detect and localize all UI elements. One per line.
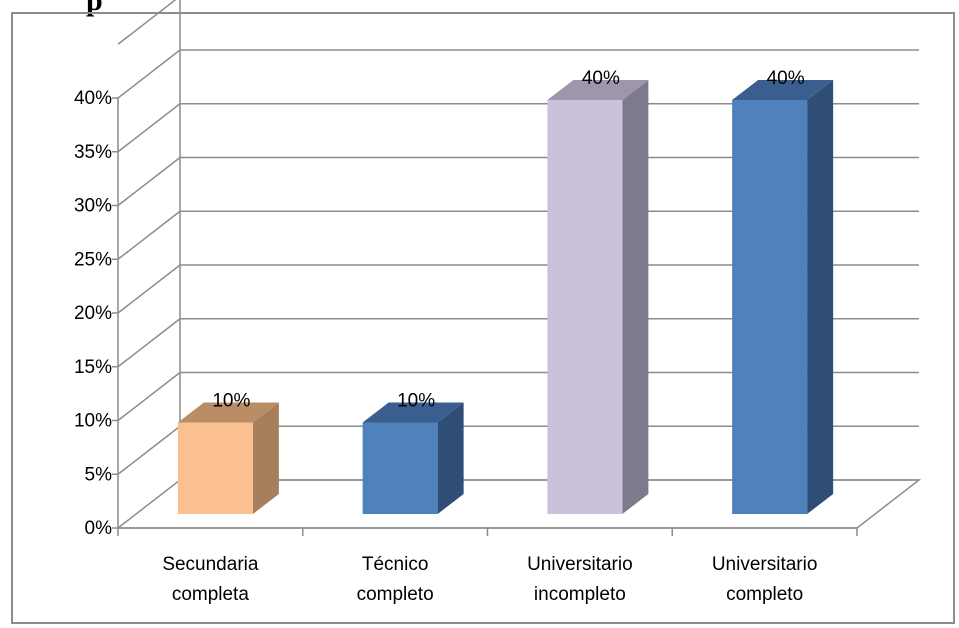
data-label: 10% (397, 391, 435, 412)
gridline-side (117, 425, 181, 475)
x-tick-label: completo (726, 584, 803, 605)
x-tick-label: incompleto (534, 584, 626, 605)
x-tick-label: Técnico (362, 554, 429, 575)
x-tick-label: Secundaria (162, 554, 259, 575)
y-tick-label: 5% (85, 464, 113, 485)
bar-front (177, 422, 253, 514)
bar (362, 402, 464, 514)
bar-side (437, 402, 464, 514)
y-tick-label: 25% (74, 249, 112, 270)
gridline-side (117, 49, 181, 99)
bar-top (547, 80, 649, 100)
y-tick-label: 40% (74, 88, 112, 109)
bar-side (622, 80, 649, 514)
y-tick-label: 0% (85, 518, 113, 539)
truncated-heading: p (86, 0, 103, 17)
axes (112, 0, 922, 536)
bar (732, 80, 834, 514)
bar-side (252, 402, 279, 514)
bar (177, 402, 279, 514)
data-label: 40% (767, 68, 805, 89)
bar-side (807, 80, 834, 514)
x-tick-label: Universitario (712, 554, 818, 575)
gridline-side (117, 264, 181, 314)
bar (547, 80, 649, 514)
gridline-side (117, 318, 181, 368)
chart-border (11, 12, 955, 624)
gridline-side (117, 210, 181, 260)
gridline-side (117, 156, 181, 207)
y-tick-label: 30% (74, 196, 112, 217)
y-tick-label: 10% (74, 411, 112, 432)
y-tick-label: 20% (74, 303, 112, 324)
bars (177, 80, 834, 514)
gridline-side (117, 371, 181, 422)
data-label: 40% (582, 68, 620, 89)
data-label: 10% (212, 391, 250, 412)
bar-front (547, 100, 623, 514)
labels: 0% 5% 10% 15% 20% 25% 30% 35% 40% 10% Secundaria co… (74, 68, 817, 605)
bar-top (177, 402, 279, 423)
bar-top (732, 80, 834, 100)
bar-front (362, 422, 438, 514)
bar-top (362, 402, 464, 423)
y-tick-label: 15% (74, 357, 112, 378)
y-tick-label: 35% (74, 142, 112, 163)
x-tick-label: completo (357, 584, 434, 605)
gridline-side (117, 0, 177, 45)
x-tick-label: Universitario (527, 554, 633, 575)
gridline-side (117, 103, 181, 153)
x-tick-label: completa (172, 584, 250, 605)
bar-front (732, 100, 808, 514)
